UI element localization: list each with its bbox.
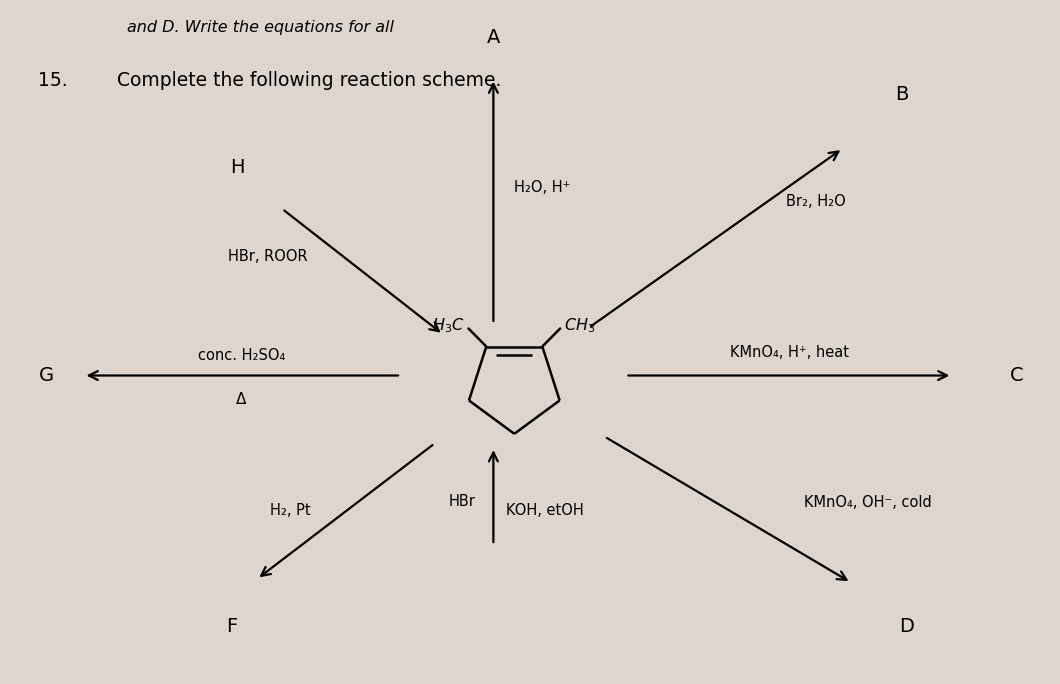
Text: Complete the following reaction scheme.: Complete the following reaction scheme. bbox=[117, 70, 501, 90]
Text: KMnO₄, OH⁻, cold: KMnO₄, OH⁻, cold bbox=[805, 495, 932, 510]
Text: B: B bbox=[895, 85, 908, 103]
Text: F: F bbox=[226, 617, 237, 636]
Text: A: A bbox=[487, 27, 500, 47]
Text: KMnO₄, H⁺, heat: KMnO₄, H⁺, heat bbox=[730, 345, 849, 360]
Text: 15.: 15. bbox=[38, 70, 68, 90]
Text: conc. H₂SO₄: conc. H₂SO₄ bbox=[197, 348, 285, 363]
Text: H: H bbox=[230, 158, 245, 177]
Text: Br₂, H₂O: Br₂, H₂O bbox=[787, 194, 846, 209]
Text: G: G bbox=[39, 366, 54, 385]
Text: C: C bbox=[1009, 366, 1023, 385]
Text: $H_3C$: $H_3C$ bbox=[431, 317, 464, 335]
Text: HBr: HBr bbox=[448, 494, 476, 509]
Text: KOH, etOH: KOH, etOH bbox=[506, 503, 584, 518]
Text: H₂O, H⁺: H₂O, H⁺ bbox=[514, 181, 570, 196]
Text: HBr, ROOR: HBr, ROOR bbox=[228, 250, 307, 265]
Text: $\Delta$: $\Delta$ bbox=[235, 391, 247, 407]
Text: and D. Write the equations for all: and D. Write the equations for all bbox=[127, 21, 394, 36]
Text: H₂, Pt: H₂, Pt bbox=[269, 503, 311, 518]
Text: D: D bbox=[899, 617, 914, 636]
Text: $CH_3$: $CH_3$ bbox=[564, 317, 596, 335]
